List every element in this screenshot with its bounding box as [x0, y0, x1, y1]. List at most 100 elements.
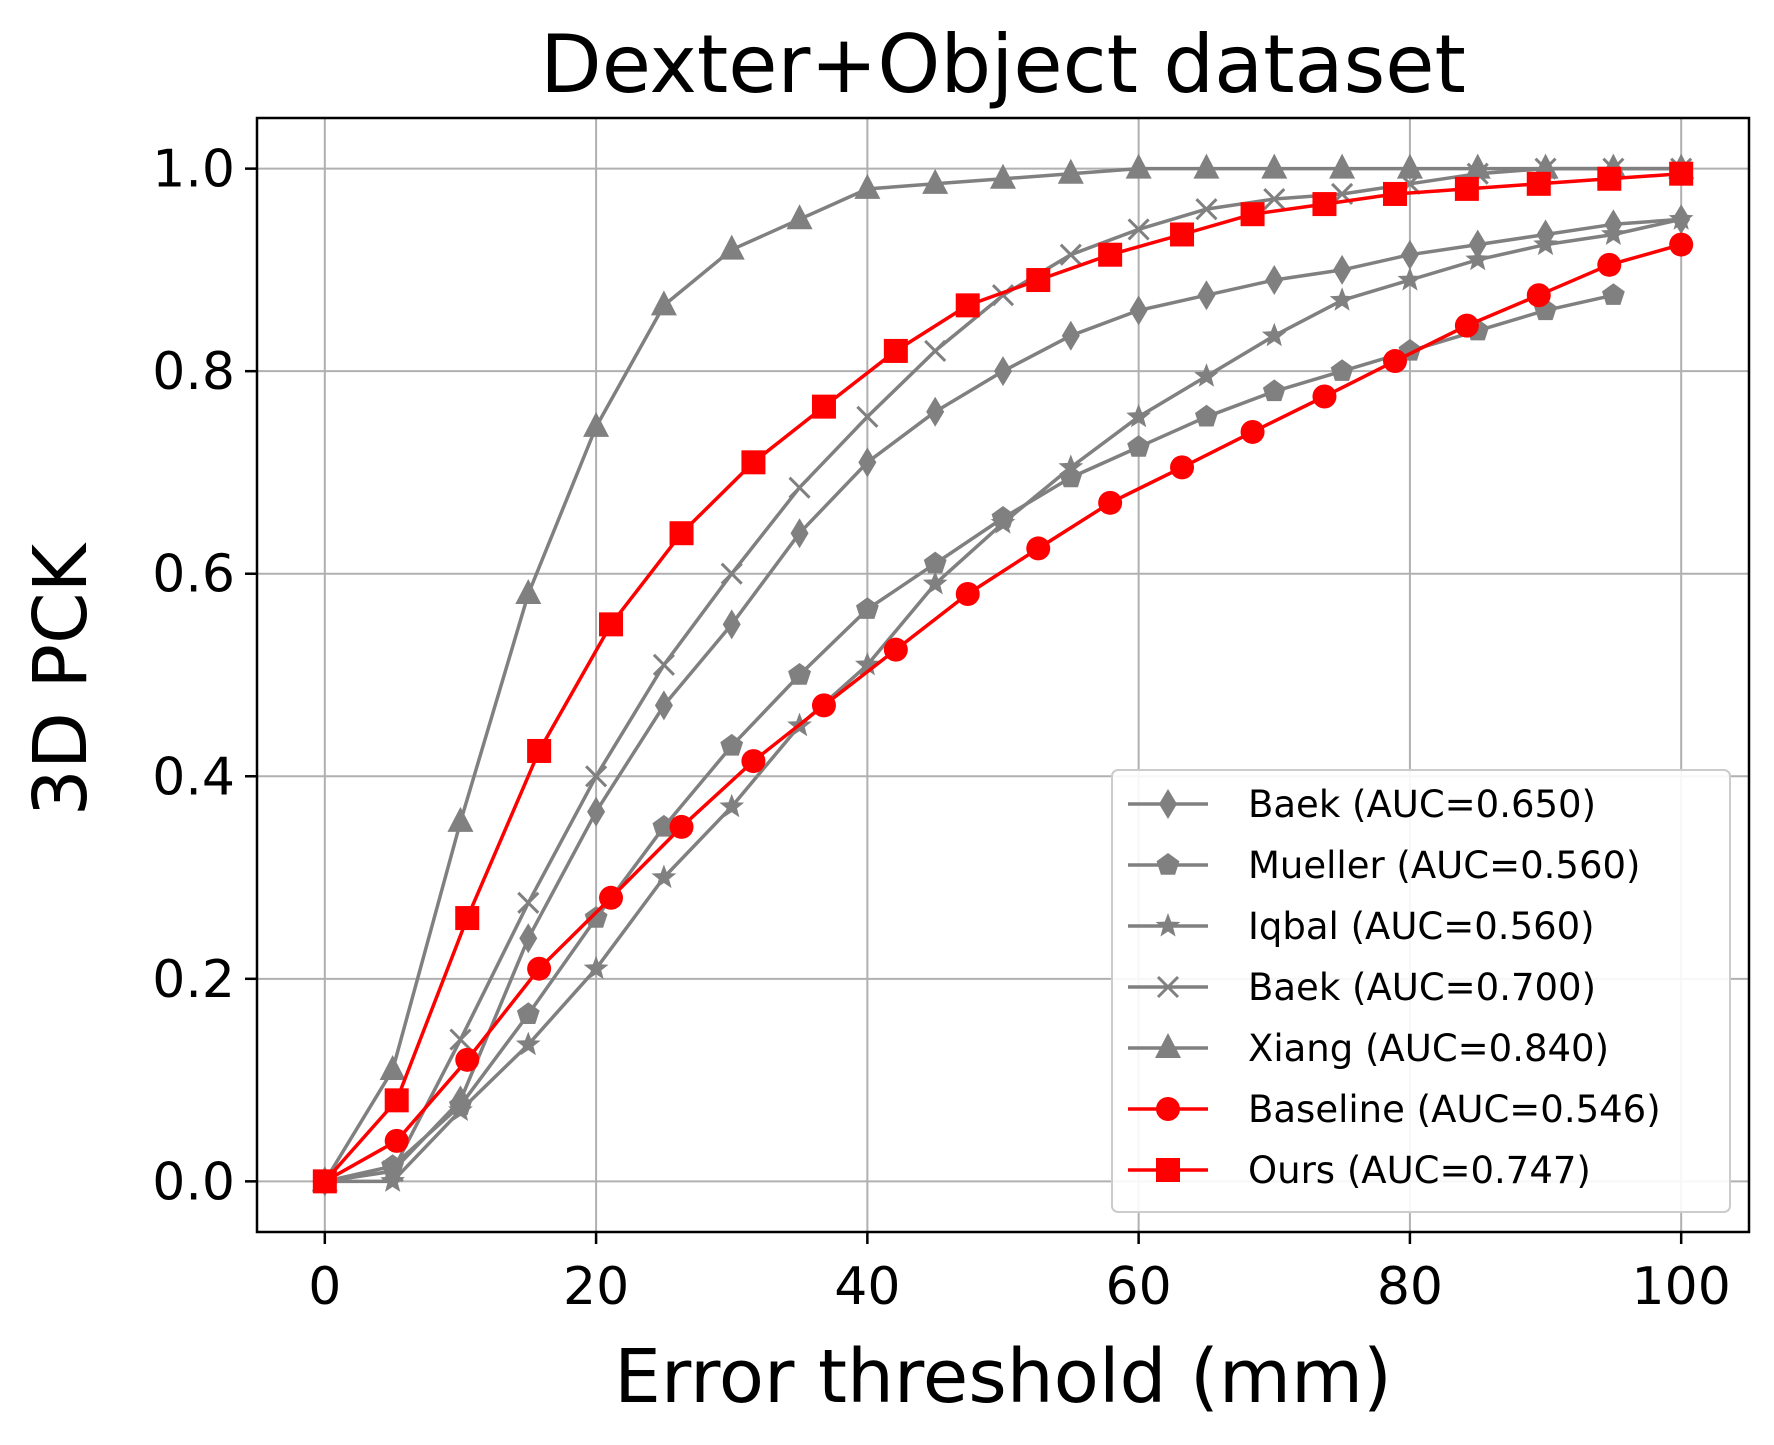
data-point	[788, 476, 811, 499]
data-point	[719, 793, 745, 818]
data-point	[1454, 313, 1479, 338]
data-point	[583, 411, 610, 437]
data-point	[1126, 403, 1151, 428]
data-point	[1170, 455, 1195, 480]
data-point	[1382, 349, 1407, 374]
data-point	[856, 405, 879, 428]
data-point	[790, 518, 809, 549]
data-point	[1597, 166, 1622, 191]
data-point	[585, 765, 608, 788]
data-point	[669, 814, 694, 839]
legend-entry: Iqbal (AUC=0.560)	[1128, 905, 1595, 948]
data-point	[651, 864, 677, 889]
data-point	[1127, 435, 1150, 457]
y-axis-label: 3D PCK	[18, 541, 104, 816]
data-point	[652, 653, 675, 676]
data-point	[1396, 153, 1423, 179]
data-point	[517, 891, 540, 914]
data-point	[811, 693, 836, 718]
data-point	[1026, 536, 1051, 561]
y-tick-label: 0.2	[152, 950, 235, 1010]
x-tick-label: 0	[308, 1257, 341, 1317]
legend-entry: Baseline (AUC=0.546)	[1128, 1088, 1661, 1131]
legend-label: Baseline (AUC=0.546)	[1248, 1088, 1661, 1131]
data-point	[1526, 171, 1551, 196]
data-point	[1465, 246, 1491, 271]
data-point	[955, 293, 980, 318]
data-point	[455, 1047, 480, 1072]
data-point	[583, 955, 609, 980]
data-point	[1129, 295, 1148, 326]
data-point	[720, 562, 743, 585]
legend-marker	[1155, 1033, 1181, 1058]
data-point	[994, 356, 1012, 387]
data-point	[381, 1160, 404, 1183]
data-point	[1193, 153, 1220, 179]
data-point	[1194, 363, 1219, 387]
data-point	[527, 738, 552, 763]
x-tick-label: 100	[1632, 1257, 1731, 1317]
y-tick-label: 0.6	[152, 545, 235, 605]
data-point	[515, 578, 542, 604]
legend-label: Iqbal (AUC=0.560)	[1248, 905, 1595, 948]
data-point	[922, 570, 948, 595]
data-point	[1265, 265, 1284, 296]
data-point	[599, 612, 624, 637]
series-line	[323, 242, 1682, 1183]
data-point	[926, 396, 945, 427]
x-axis-label: Error threshold (mm)	[614, 1334, 1392, 1420]
data-point	[1312, 192, 1337, 217]
data-point	[1312, 384, 1337, 409]
data-point	[1262, 379, 1286, 402]
data-point	[924, 339, 947, 362]
data-point	[654, 690, 673, 721]
data-point	[922, 168, 949, 194]
data-point	[854, 173, 881, 199]
grid-lines	[257, 118, 1749, 1232]
data-point	[449, 1028, 472, 1051]
legend-entry: Xiang (AUC=0.840)	[1128, 1027, 1609, 1070]
data-point	[1397, 267, 1423, 291]
data-point	[652, 814, 676, 837]
data-point	[856, 597, 879, 619]
chart-title: Dexter+Object dataset	[540, 18, 1466, 111]
data-point	[587, 796, 606, 827]
data-point	[990, 163, 1016, 189]
data-point	[1329, 153, 1356, 179]
data-point	[1333, 254, 1352, 285]
legend-entry: Baek (AUC=0.700)	[1128, 966, 1596, 1009]
data-point	[1329, 287, 1355, 311]
data-point	[1197, 280, 1216, 311]
data-point	[1125, 153, 1152, 179]
data-point	[1454, 176, 1479, 201]
data-point	[1602, 283, 1625, 305]
data-point	[1058, 454, 1084, 478]
series-6	[312, 161, 1694, 1194]
data-point	[380, 1168, 405, 1192]
data-point	[811, 394, 836, 419]
data-point	[788, 663, 811, 685]
data-point	[718, 234, 745, 260]
data-point	[1400, 239, 1419, 270]
data-point	[741, 749, 766, 774]
series-0	[315, 204, 1691, 1197]
data-point	[384, 1128, 409, 1153]
data-point	[1195, 404, 1218, 427]
data-point	[1669, 232, 1694, 257]
data-point	[1263, 187, 1286, 211]
data-point	[1026, 268, 1051, 293]
data-point	[527, 956, 552, 981]
series-4	[311, 153, 1695, 1192]
x-tick-label: 60	[1106, 1257, 1172, 1317]
data-point	[455, 906, 480, 931]
plot-frame	[255, 116, 1751, 1234]
data-point	[1330, 359, 1354, 381]
data-point	[669, 521, 694, 546]
data-point	[515, 1031, 541, 1056]
x-tick-label: 20	[563, 1257, 629, 1317]
data-point	[990, 510, 1016, 534]
y-tick-label: 0.0	[152, 1152, 235, 1212]
legend-label: Ours (AUC=0.747)	[1248, 1149, 1591, 1192]
data-point	[516, 1002, 540, 1024]
